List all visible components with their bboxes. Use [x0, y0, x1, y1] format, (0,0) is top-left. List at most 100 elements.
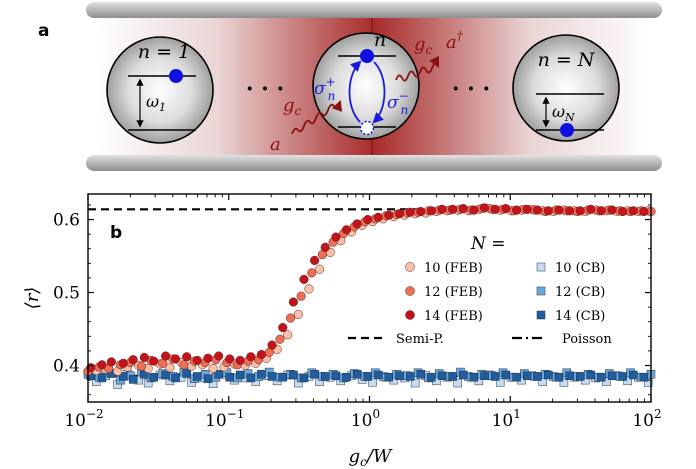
sigma-minus-sub: n — [401, 103, 409, 117]
svg-text:gc: gc — [283, 95, 302, 118]
svg-text:gc: gc — [414, 34, 433, 57]
data-point-feb — [363, 214, 373, 225]
data-point-feb — [384, 210, 394, 220]
data-point-cb — [533, 372, 542, 381]
data-point-cb — [575, 372, 585, 381]
data-point-cb — [235, 370, 245, 380]
ellipsis-right: · · · — [452, 76, 490, 102]
data-point-feb — [208, 363, 218, 373]
data-point-feb — [458, 204, 468, 214]
legend-marker — [405, 262, 415, 272]
data-point-feb — [161, 351, 171, 361]
data-point-feb — [554, 205, 564, 215]
omega-1-symbol: ω — [146, 92, 159, 111]
data-point-cb — [405, 372, 415, 381]
legend-label: 12 (FEB) — [424, 285, 483, 300]
data-point-cb — [495, 378, 505, 387]
data-point-cb — [352, 370, 362, 379]
data-point-cb — [368, 378, 377, 387]
sigma-minus-symbol: σ — [387, 93, 399, 113]
data-point-cb — [267, 372, 277, 381]
data-point-cb — [225, 372, 234, 382]
legend-label: 14 (FEB) — [424, 309, 483, 324]
atom-n1: n = 1 ω1 — [106, 36, 214, 144]
data-point-feb — [283, 330, 293, 340]
data-point-cb — [310, 370, 319, 379]
data-point-cb — [161, 370, 170, 380]
empty-ground-state — [359, 120, 375, 136]
data-point-feb — [618, 206, 628, 217]
data-point-feb — [106, 357, 116, 367]
data-point-feb — [136, 361, 147, 371]
data-point-cb — [384, 372, 394, 382]
data-point-cb — [320, 372, 330, 381]
data-point-cb — [416, 370, 426, 379]
data-point-feb — [639, 206, 649, 217]
data-point-cb — [192, 372, 202, 381]
sigma-plus-sup: + — [326, 75, 336, 89]
a-dagger-symbol: a — [446, 32, 457, 53]
omega-N-sub: N — [564, 111, 575, 124]
electron-dot — [360, 49, 374, 63]
data-point-feb — [225, 354, 235, 364]
data-point-feb — [246, 352, 256, 362]
data-marks — [83, 203, 656, 389]
sigma-plus-sub: n — [328, 89, 336, 103]
data-point-feb — [286, 313, 296, 323]
data-point-feb — [315, 264, 325, 274]
x-tick-label: 10−2 — [64, 407, 103, 431]
data-point-cb — [331, 371, 341, 380]
data-point-feb — [501, 204, 511, 214]
data-point-feb — [256, 350, 266, 360]
data-point-cb — [586, 370, 596, 380]
data-point-feb — [288, 297, 298, 307]
data-point-cb — [289, 370, 298, 380]
panel-b-chart: 10−2 10−1 100 101 102 0.4 0.5 0.6 b ⟨r⟩ gc/W N … — [22, 193, 662, 469]
data-point-cb — [342, 372, 351, 382]
panel-a-label: a — [38, 21, 49, 41]
legend-title: N = — [470, 234, 506, 254]
data-point-cb — [448, 372, 457, 381]
legend-marker — [536, 286, 546, 296]
data-point-cb — [639, 372, 649, 382]
data-point-feb — [171, 354, 181, 364]
data-point-feb — [490, 204, 500, 214]
atom-label-n: n — [374, 29, 386, 51]
data-point-cb — [119, 372, 128, 381]
data-point-feb — [267, 340, 277, 350]
gc-bottom-symbol: g — [283, 95, 295, 116]
data-point-feb — [182, 352, 192, 362]
legend-marker — [536, 262, 546, 272]
omega-N-symbol: ω — [552, 102, 565, 121]
data-point-feb — [512, 205, 522, 215]
data-point-feb — [596, 206, 606, 216]
legend-marker — [536, 310, 546, 320]
electron-dot — [560, 123, 574, 137]
data-point-cb — [469, 372, 479, 382]
data-point-feb — [179, 360, 189, 370]
data-point-cb — [544, 370, 553, 380]
data-point-feb — [293, 309, 303, 319]
data-point-cb — [490, 372, 500, 381]
data-point-feb — [469, 205, 479, 215]
data-point-feb — [296, 291, 306, 301]
data-point-feb — [575, 206, 585, 216]
x-axis-label-rest: /W — [365, 446, 393, 467]
sigma-minus-arrow — [372, 61, 386, 124]
axis-ticks: 10−2 10−1 100 101 102 0.4 0.5 0.6 — [53, 194, 662, 431]
data-point-cb — [149, 372, 159, 382]
legend-label: 10 (FEB) — [424, 261, 483, 276]
svg-text:ω1: ω1 — [146, 92, 166, 114]
data-point-cb — [171, 373, 180, 383]
data-point-feb — [522, 204, 532, 214]
data-point-cb — [437, 371, 447, 380]
atom-nN: n = N ωN — [512, 34, 620, 142]
legend: N = 10 (FEB) 12 (FEB) 14 (FEB) 10 (CB) 12 (C… — [348, 234, 612, 347]
data-point-cb — [246, 373, 256, 383]
electron-dot — [169, 69, 183, 83]
data-point-cb — [554, 372, 564, 382]
data-point-cb — [128, 375, 138, 384]
data-point-feb — [331, 232, 341, 242]
data-point-cb — [501, 370, 511, 380]
data-point-cb — [629, 370, 638, 380]
